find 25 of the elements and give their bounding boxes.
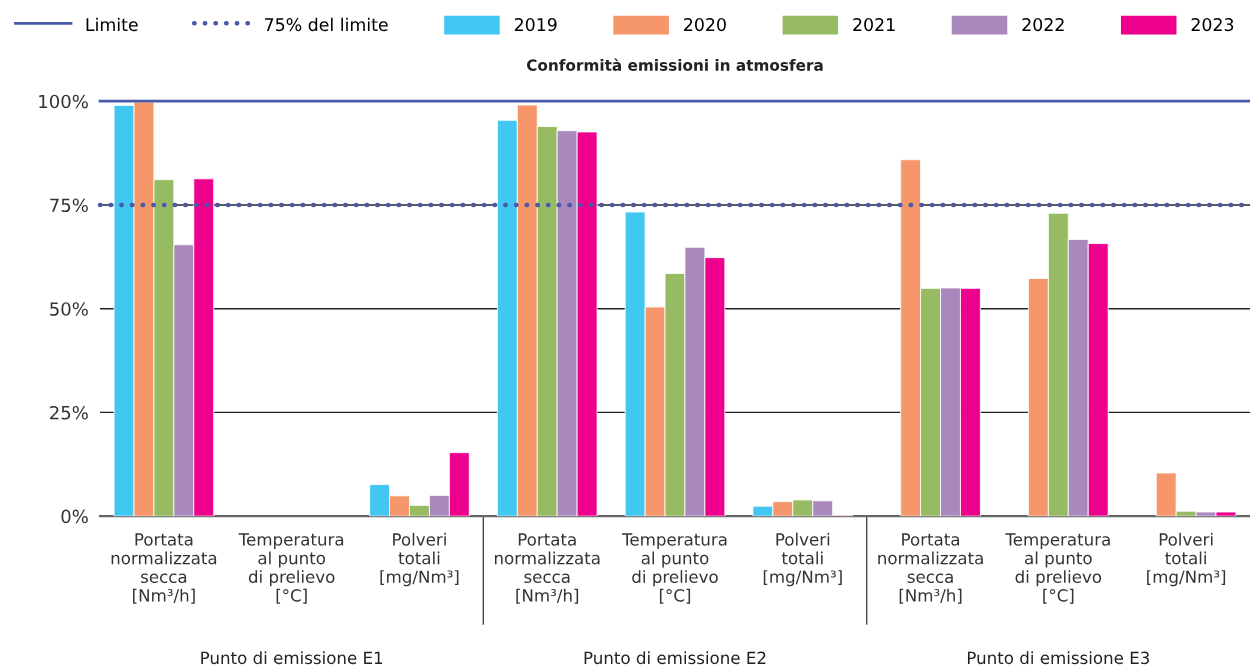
chart-title: Conformità emissioni in atmosfera — [526, 58, 823, 71]
text: Punto di emissione E2 — [584, 651, 766, 665]
text: Punto di emissione E3 — [967, 651, 1149, 665]
legend-label: 2019 — [514, 18, 557, 32]
y-tick-label: 75% — [50, 198, 88, 213]
legend-label: 2023 — [1191, 18, 1234, 32]
text: Punto di emissione E1 — [201, 651, 383, 665]
x-tick-label: Polveri totali [mg/Nm³] — [1147, 532, 1226, 587]
x-tick-label: Polveri totali [mg/Nm³] — [763, 532, 842, 587]
x-tick-label: Portata normalizzata secca [Nm³/h] — [494, 533, 600, 604]
legend-label: 75% del limite — [265, 17, 388, 32]
legend-label: 2020 — [684, 18, 726, 32]
legend-label: Limite — [86, 17, 138, 32]
x-tick-label: Temperatura al punto di prelievo [°C] — [238, 533, 344, 604]
y-tick-label: 100% — [39, 94, 88, 109]
y-tick-label: 0% — [61, 509, 88, 524]
x-tick-label: Temperatura al punto di prelievo [°C] — [622, 533, 727, 604]
y-tick-label: 25% — [50, 405, 88, 420]
x-tick-label: Temperatura al punto di prelievo [°C] — [1005, 533, 1110, 604]
x-tick-label: Polveri totali [mg/Nm³] — [380, 532, 459, 587]
y-tick-label: 50% — [50, 302, 88, 316]
x-tick-label: Portata normalizzata secca [Nm³/h] — [878, 533, 983, 604]
legend-label: 2021 — [853, 18, 895, 32]
legend-label: 2022 — [1022, 18, 1064, 32]
x-tick-label: Portata normalizzata secca [Nm³/h] — [111, 533, 217, 604]
